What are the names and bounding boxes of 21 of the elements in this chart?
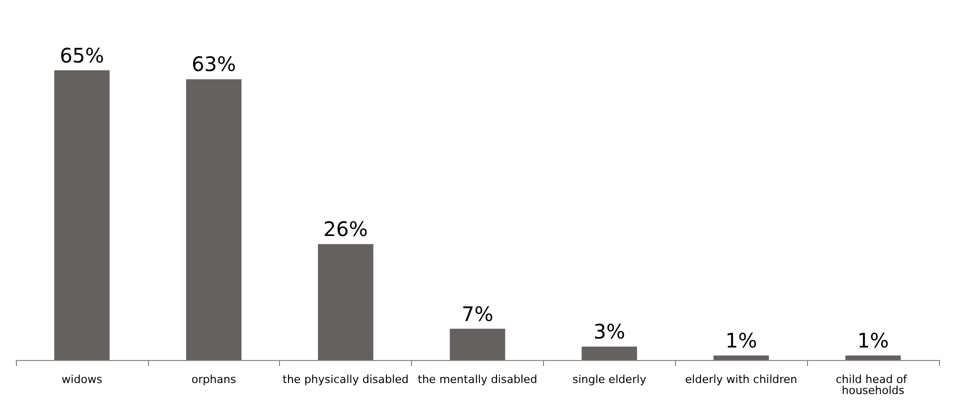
bar	[714, 356, 769, 360]
x-tick-label: orphans	[191, 373, 236, 386]
data-label: 1%	[857, 328, 889, 353]
x-tick-label: single elderly	[572, 373, 647, 386]
bar	[845, 356, 901, 360]
data-label: 7%	[462, 302, 494, 326]
x-tick-label: elderly with children	[685, 373, 798, 386]
data-label: 26%	[323, 217, 368, 242]
bar	[186, 79, 242, 360]
bar	[450, 328, 506, 360]
bar	[54, 70, 110, 360]
data-label: 3%	[593, 320, 626, 344]
x-tick-label: the physically disabled	[282, 373, 409, 386]
bar	[318, 244, 374, 360]
x-tick-label: the mentally disabled	[418, 373, 538, 386]
bar	[582, 346, 638, 360]
data-label: 65%	[60, 43, 104, 68]
data-label: 63%	[192, 52, 236, 76]
x-tick-label: widows	[62, 373, 102, 386]
x-tick-label: child head of households	[836, 373, 910, 397]
data-label: 1%	[725, 328, 758, 353]
